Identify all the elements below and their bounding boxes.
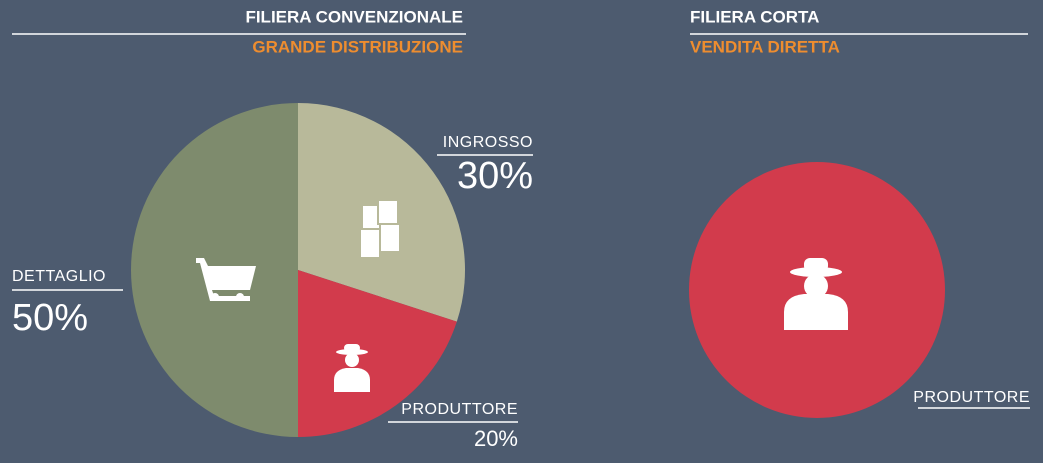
chart-subtitle: GRANDE DISTRIBUZIONE bbox=[252, 37, 463, 56]
farmer-icon bbox=[334, 344, 370, 392]
chart-title: FILIERA CORTA bbox=[690, 7, 819, 26]
category-label: DETTAGLIO bbox=[12, 268, 106, 285]
cart-icon bbox=[196, 258, 256, 301]
chart-title: FILIERA CONVENZIONALE bbox=[245, 7, 463, 26]
pie-slice bbox=[298, 270, 457, 437]
category-label: PRODUTTORE bbox=[913, 389, 1030, 406]
value-label: 30% bbox=[457, 155, 533, 197]
category-label: PRODUTTORE bbox=[401, 401, 518, 418]
boxes-icon bbox=[359, 199, 401, 259]
value-label: 50% bbox=[12, 297, 88, 339]
category-label: INGROSSO bbox=[443, 134, 533, 151]
value-label: 20% bbox=[474, 426, 518, 451]
icons bbox=[196, 199, 848, 392]
farmer-icon bbox=[784, 258, 848, 330]
texts: INGROSSO 30% PRODUTTORE 20% DETTAGLIO 50% FILI… bbox=[12, 7, 1030, 451]
chart-subtitle: VENDITA DIRETTA bbox=[690, 37, 840, 56]
